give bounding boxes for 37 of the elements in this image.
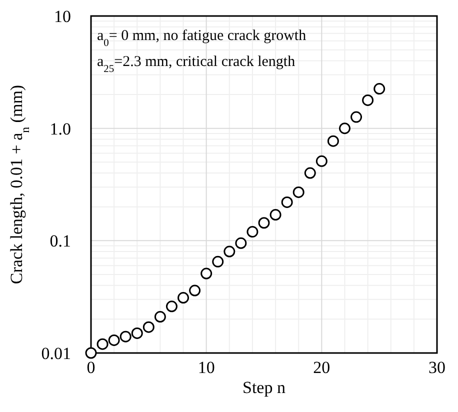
point [338, 122, 350, 134]
point [212, 256, 224, 268]
point [154, 311, 166, 323]
x-tick-label: 10 [198, 358, 215, 377]
point [246, 226, 258, 238]
point [316, 155, 328, 167]
y-tick-label: 0.01 [41, 344, 71, 363]
y-tick-label: 1.0 [50, 119, 71, 138]
x-tick-label: 30 [428, 358, 446, 377]
point [362, 94, 374, 106]
annotation: a$_{25}$=2.3 mm, critical crack length [97, 54, 296, 74]
point [85, 347, 97, 359]
x-axis-title: Step n [242, 378, 286, 397]
point [270, 209, 282, 221]
y-tick-label: 0.1 [50, 232, 71, 251]
point [108, 334, 120, 346]
point [374, 83, 386, 95]
point [166, 300, 178, 312]
point [120, 330, 132, 342]
point [304, 167, 316, 179]
point [189, 284, 201, 296]
point [200, 268, 212, 280]
point [224, 246, 236, 258]
point [292, 186, 304, 198]
point [178, 292, 190, 304]
x-tick-label: 0 [86, 358, 96, 377]
y-tick-label: 10 [54, 7, 71, 26]
point [96, 338, 108, 350]
point [142, 321, 154, 333]
point [327, 135, 339, 147]
point [258, 217, 270, 229]
annotation: a$_{0}$= 0 mm, no fatigue crack growth [97, 28, 307, 48]
point [281, 196, 293, 208]
point [350, 111, 362, 123]
x-tick-label: 20 [313, 358, 330, 377]
point [131, 327, 143, 339]
point [235, 237, 247, 249]
